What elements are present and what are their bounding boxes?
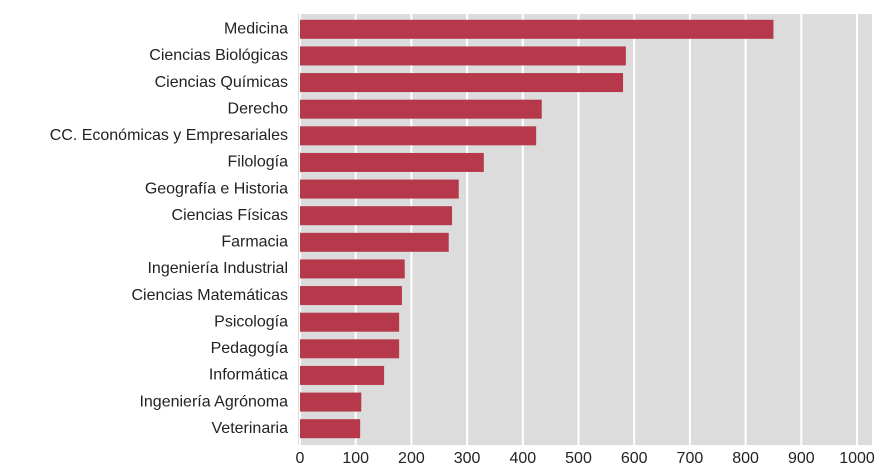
bar — [300, 286, 402, 306]
y-tick-label: Veterinaria — [212, 420, 289, 437]
y-tick-label: Ciencias Matemáticas — [132, 287, 289, 304]
bar — [300, 179, 459, 199]
bar — [300, 339, 400, 359]
y-tick-label: Farmacia — [221, 234, 288, 251]
bar — [300, 46, 626, 66]
y-tick-label: Ciencias Biológicas — [149, 47, 288, 64]
bar — [300, 19, 774, 39]
bar — [300, 419, 361, 439]
y-tick-label: CC. Económicas y Empresariales — [50, 127, 288, 144]
y-tick-label: Derecho — [228, 100, 289, 117]
y-tick-label: Ciencias Físicas — [172, 207, 288, 224]
bar — [300, 99, 542, 119]
y-tick-label: Geografía e Historia — [145, 180, 288, 197]
y-tick-label: Ciencias Químicas — [155, 74, 288, 91]
y-tick-label: Medicina — [224, 21, 288, 38]
bar — [300, 392, 362, 412]
bar — [300, 312, 400, 332]
x-tick-label: 200 — [398, 450, 425, 467]
x-tick-label: 300 — [454, 450, 481, 467]
bar — [300, 206, 453, 226]
bar — [300, 232, 449, 252]
y-tick-label: Psicología — [214, 313, 288, 330]
x-tick-label: 400 — [509, 450, 536, 467]
y-tick-label: Ingeniería Industrial — [147, 260, 288, 277]
x-tick-label: 700 — [677, 450, 704, 467]
bar — [300, 126, 537, 146]
bar — [300, 73, 624, 93]
bar — [300, 365, 385, 385]
bar — [300, 152, 484, 172]
x-tick-label: 1000 — [839, 450, 875, 467]
x-tick-label: 600 — [621, 450, 648, 467]
y-tick-label: Pedagogía — [211, 340, 289, 357]
x-tick-label: 900 — [788, 450, 815, 467]
y-tick-label: Ingeniería Agrónoma — [139, 393, 288, 410]
y-tick-label: Filología — [228, 154, 289, 171]
x-tick-label: 100 — [342, 450, 369, 467]
x-tick-label: 500 — [565, 450, 592, 467]
bar — [300, 259, 405, 279]
y-tick-label: Informática — [209, 367, 288, 384]
x-tick-label: 800 — [732, 450, 759, 467]
x-tick-label: 0 — [296, 450, 305, 467]
